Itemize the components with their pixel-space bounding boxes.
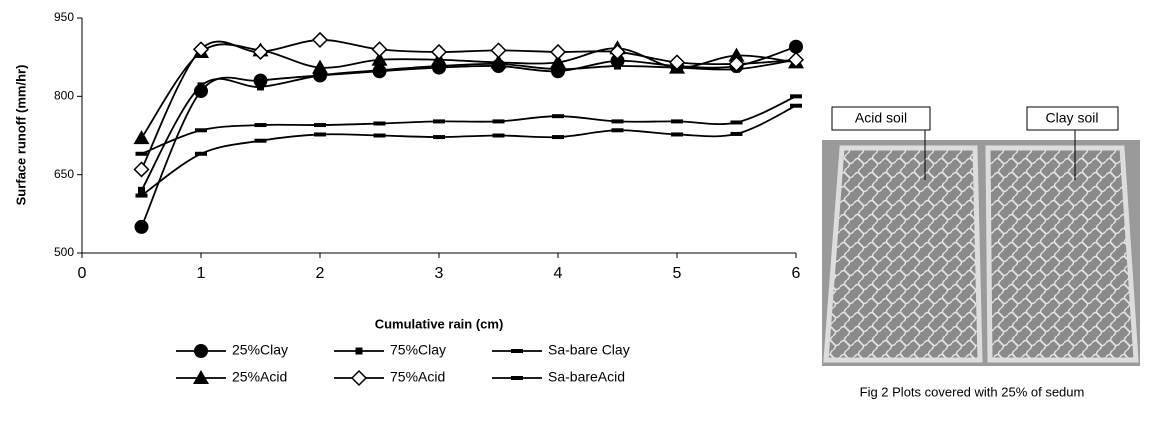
- legend-label: 25%Acid: [232, 369, 287, 385]
- marker: [252, 43, 269, 61]
- series-line: [140, 39, 797, 170]
- x-tick-label: 5: [673, 265, 682, 282]
- marker: [614, 62, 621, 70]
- marker: [609, 43, 626, 61]
- marker: [611, 119, 624, 124]
- marker: [790, 103, 802, 108]
- marker: [490, 42, 507, 59]
- marker: [373, 133, 386, 138]
- x-tick-label: 0: [78, 265, 87, 282]
- marker: [492, 133, 505, 138]
- marker: [550, 54, 566, 69]
- y-tick-label: 950: [54, 10, 74, 24]
- marker: [254, 138, 267, 143]
- marker: [195, 151, 207, 156]
- x-tick-label: 3: [435, 265, 444, 282]
- marker: [138, 186, 145, 194]
- series-line: [140, 43, 797, 139]
- legend-marker: [511, 376, 523, 380]
- marker: [135, 193, 148, 198]
- marker: [730, 120, 743, 125]
- marker: [254, 123, 267, 128]
- marker: [730, 131, 743, 136]
- y-tick-label: 650: [54, 167, 74, 181]
- legend-marker: [511, 349, 523, 353]
- marker: [314, 132, 326, 137]
- marker: [371, 41, 388, 58]
- legend-marker: [355, 347, 363, 355]
- marker: [430, 43, 448, 61]
- legend-marker: [193, 370, 209, 384]
- marker: [316, 71, 324, 79]
- marker: [490, 54, 507, 69]
- photo-label: Acid soil: [855, 110, 907, 126]
- marker: [728, 55, 745, 73]
- series-line: [140, 104, 797, 197]
- marker: [311, 31, 329, 48]
- marker: [257, 83, 264, 91]
- marker: [314, 123, 326, 128]
- marker: [492, 119, 505, 124]
- marker: [668, 54, 686, 71]
- series-line: [141, 95, 797, 155]
- marker: [787, 51, 805, 68]
- photo: Acid soil Clay soil Fig 2 Plots covered …: [822, 106, 1140, 399]
- marker: [135, 151, 148, 156]
- x-tick-label: 1: [197, 265, 206, 282]
- x-axis-label: Cumulative rain (cm): [375, 316, 504, 331]
- legend-label: 75%Clay: [390, 342, 446, 358]
- legend-label: Sa-bareAcid: [548, 369, 625, 385]
- marker: [611, 128, 624, 133]
- legend-label: Sa-bare Clay: [548, 342, 630, 358]
- photo-label: Clay soil: [1046, 110, 1099, 126]
- marker: [549, 43, 567, 61]
- photo-caption: Fig 2 Plots covered with 25% of sedum: [860, 384, 1085, 399]
- marker: [433, 119, 445, 124]
- y-tick-label: 500: [54, 245, 74, 259]
- marker: [371, 51, 388, 66]
- label-box: [831, 106, 931, 131]
- x-tick-label: 4: [554, 265, 563, 282]
- y-axis-label: Surface runoff (mm/hr): [13, 65, 28, 206]
- y-tick-label: 800: [54, 89, 74, 103]
- marker: [133, 161, 150, 178]
- marker: [134, 219, 149, 234]
- marker: [728, 47, 745, 62]
- legend-label: 25%Clay: [232, 342, 288, 358]
- marker: [197, 82, 205, 90]
- marker: [192, 41, 210, 58]
- acid-plot: [823, 145, 983, 363]
- x-tick-label: 6: [792, 265, 801, 282]
- marker: [790, 94, 802, 99]
- marker: [433, 135, 445, 140]
- legend-label: 75%Acid: [390, 369, 445, 385]
- marker: [671, 132, 683, 137]
- marker: [376, 66, 383, 74]
- marker: [312, 59, 328, 74]
- x-tick-label: 2: [316, 265, 325, 282]
- label-box: [1026, 106, 1119, 131]
- marker: [552, 135, 564, 140]
- marker: [552, 114, 564, 119]
- marker: [554, 65, 562, 73]
- marker: [435, 62, 443, 70]
- marker: [195, 128, 207, 133]
- marker: [373, 121, 386, 126]
- legend-marker: [350, 369, 368, 387]
- marker: [789, 39, 803, 54]
- legend-marker: [194, 344, 208, 358]
- marker: [133, 130, 150, 145]
- clay-plot: [985, 145, 1139, 363]
- marker: [671, 119, 683, 124]
